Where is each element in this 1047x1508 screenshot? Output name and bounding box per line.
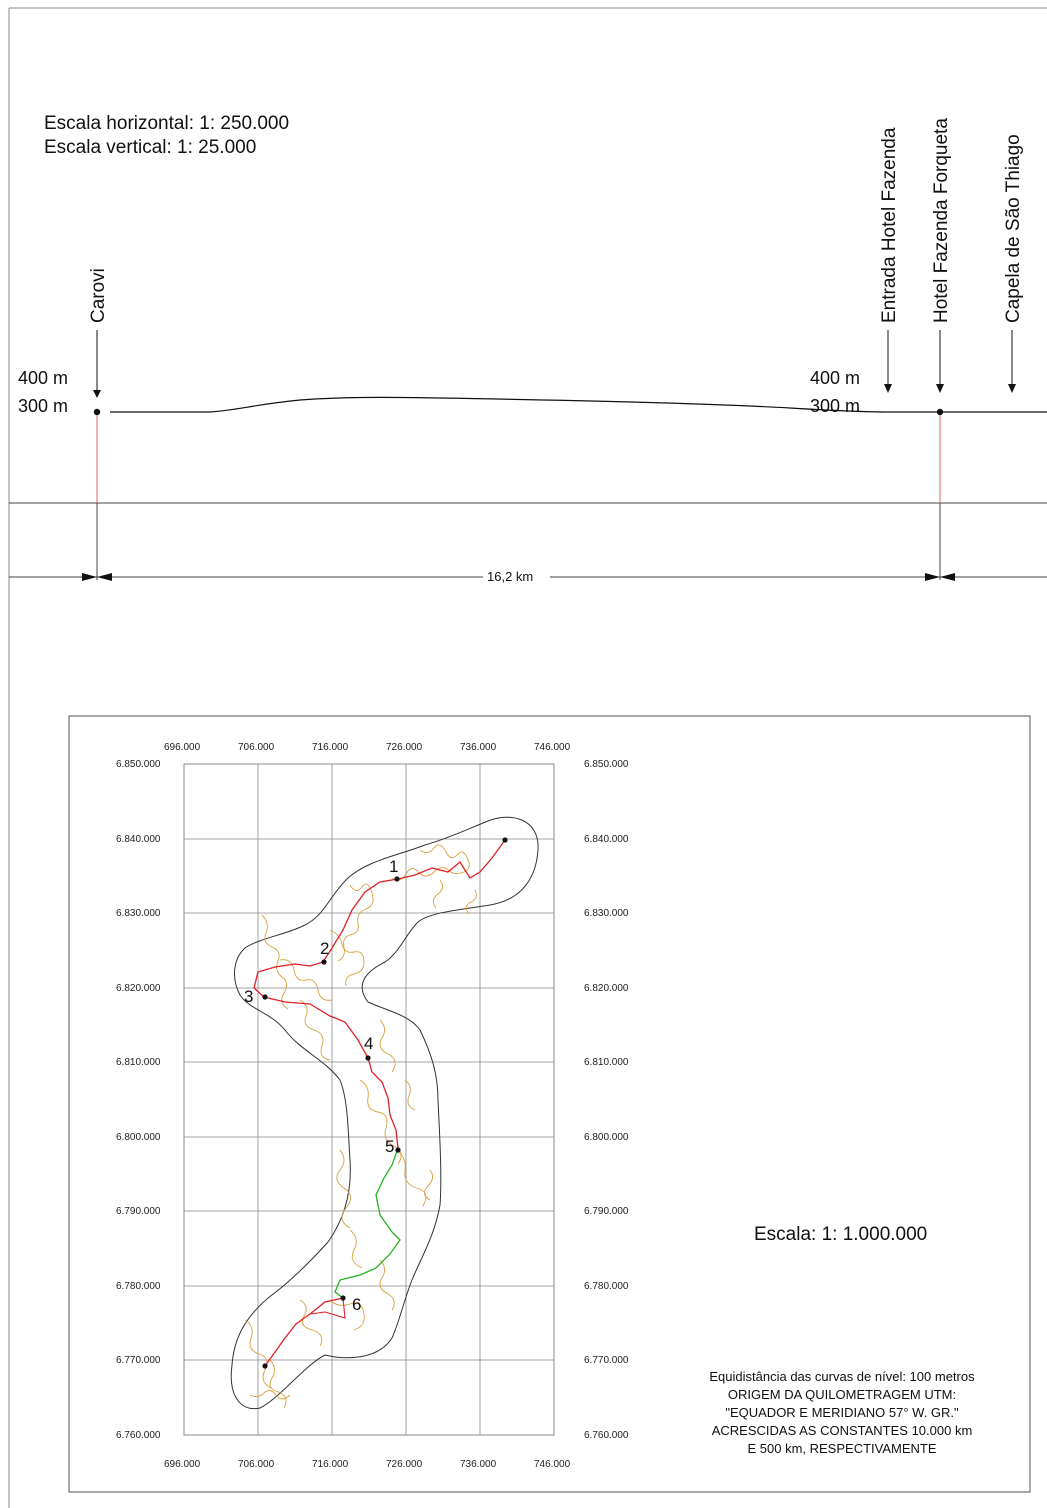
- point-label-3: 3: [244, 987, 254, 1006]
- note-line-2: ORIGEM DA QUILOMETRAGEM UTM:: [727, 1387, 957, 1402]
- y-tick-left-7: 6.790.000: [116, 1206, 161, 1217]
- note-line-4: ACRESCIDAS AS CONSTANTES 10.000 km: [711, 1423, 973, 1438]
- y-tick-right-8: 6.780.000: [584, 1281, 629, 1292]
- y-tick-left-1: 6.850.000: [116, 759, 161, 770]
- x-tick-bottom-5: 736.000: [460, 1459, 497, 1470]
- x-tick-bottom-3: 716.000: [312, 1459, 349, 1470]
- y-tick-right-4: 6.820.000: [584, 983, 629, 994]
- y-tick-left-6: 6.800.000: [116, 1132, 161, 1143]
- point-label-2: 2: [320, 939, 330, 958]
- note-line-1: Equidistância das curvas de nível: 100 m…: [709, 1369, 975, 1384]
- route-red-north: [253, 839, 506, 1149]
- y-tick-right-1: 6.850.000: [584, 759, 629, 770]
- vertical-scale-text: Escala vertical: 1: 25.000: [44, 137, 257, 158]
- x-tick-bottom-2: 706.000: [238, 1459, 275, 1470]
- y-tick-left-10: 6.760.000: [116, 1430, 161, 1441]
- point-label-1: 1: [389, 857, 399, 876]
- elevation-label-400-right: 400 m: [810, 368, 861, 388]
- x-tick-top-2: 706.000: [238, 742, 275, 753]
- y-tick-right-9: 6.770.000: [584, 1355, 629, 1366]
- x-tick-top-5: 736.000: [460, 742, 497, 753]
- x-tick-top-3: 716.000: [312, 742, 349, 753]
- x-tick-top-6: 746.000: [534, 742, 571, 753]
- elevation-label-400-left: 400 m: [18, 368, 69, 388]
- y-tick-right-7: 6.790.000: [584, 1206, 629, 1217]
- y-tick-left-3: 6.830.000: [116, 908, 161, 919]
- route-red-branch: [309, 1297, 346, 1319]
- note-line-5: E 500 km, RESPECTIVAMENTE: [747, 1441, 937, 1456]
- y-tick-right-5: 6.810.000: [584, 1057, 629, 1068]
- map-grid-box: [183, 763, 555, 1436]
- route-green: [334, 1147, 401, 1299]
- y-tick-left-4: 6.820.000: [116, 983, 161, 994]
- contour-lines: [244, 844, 477, 1409]
- x-tick-bottom-1: 696.000: [164, 1459, 201, 1470]
- y-tick-left-2: 6.840.000: [116, 834, 161, 845]
- elevation-label-300-right: 300 m: [810, 396, 861, 416]
- x-tick-bottom-4: 726.000: [386, 1459, 423, 1470]
- x-tick-top-1: 696.000: [164, 742, 201, 753]
- y-tick-left-9: 6.770.000: [116, 1355, 161, 1366]
- y-tick-left-5: 6.810.000: [116, 1057, 161, 1068]
- study-area-boundary: [230, 816, 539, 1410]
- map-scale-text: Escala: 1: 1.000.000: [754, 1224, 928, 1245]
- y-tick-right-10: 6.760.000: [584, 1430, 629, 1441]
- distance-label: 16,2 km: [483, 569, 538, 584]
- map-grid-lines: [184, 764, 554, 1435]
- point-label-6: 6: [352, 1295, 362, 1314]
- point-label-5: 5: [385, 1137, 395, 1156]
- route-points: [262, 837, 508, 1369]
- note-line-3: "EQUADOR E MERIDIANO 57° W. GR.": [725, 1405, 959, 1420]
- map-notes: Equidistância das curvas de nível: 100 m…: [664, 1368, 1020, 1458]
- y-tick-right-2: 6.840.000: [584, 834, 629, 845]
- map-frame: [68, 715, 1031, 1493]
- route-red-south: [264, 1297, 344, 1367]
- elevation-profile-line: [110, 396, 1047, 413]
- x-tick-top-4: 726.000: [386, 742, 423, 753]
- y-tick-right-6: 6.800.000: [584, 1132, 629, 1143]
- y-tick-left-8: 6.780.000: [116, 1281, 161, 1292]
- elevation-label-300-left: 300 m: [18, 396, 69, 416]
- point-label-4: 4: [364, 1034, 374, 1053]
- x-tick-bottom-6: 746.000: [534, 1459, 571, 1470]
- y-tick-right-3: 6.830.000: [584, 908, 629, 919]
- horizontal-scale-text: Escala horizontal: 1: 250.000: [44, 113, 290, 134]
